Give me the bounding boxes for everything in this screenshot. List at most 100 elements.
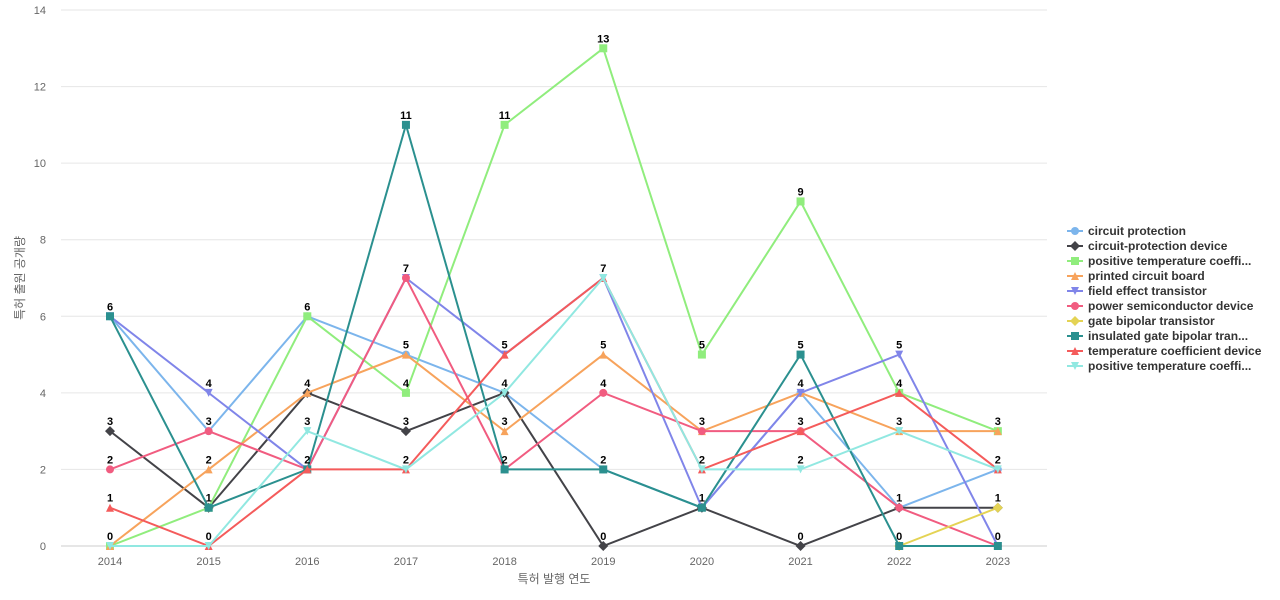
data-label: 5 (797, 340, 803, 352)
data-label: 0 (797, 531, 803, 543)
legend-label: printed circuit board (1088, 269, 1205, 283)
data-point (796, 350, 805, 359)
x-tick-label: 2015 (196, 556, 220, 568)
data-label: 4 (896, 378, 903, 390)
legend-item[interactable]: gate bipolar transistor (1067, 314, 1215, 328)
x-tick-label: 2020 (690, 556, 714, 568)
series-9 (106, 274, 1002, 550)
data-label: 1 (995, 493, 1001, 505)
data-label: 4 (206, 378, 213, 390)
x-axis-title: 특허 발행 연도 (518, 571, 591, 586)
data-label: 7 (403, 263, 409, 275)
legend-label: circuit protection (1088, 224, 1186, 238)
x-tick-label: 2016 (295, 556, 319, 568)
data-point (401, 120, 410, 129)
x-tick-label: 2014 (98, 556, 122, 568)
data-point (204, 503, 213, 512)
legend-marker (1071, 332, 1079, 340)
y-axis-title: 특허 출원 공개량 (13, 236, 27, 320)
data-point (204, 427, 213, 436)
data-label: 4 (600, 378, 607, 390)
legend-marker (1071, 347, 1079, 355)
y-tick-label: 2 (40, 464, 46, 476)
data-label: 5 (403, 340, 409, 352)
data-point (500, 120, 509, 129)
data-label: 2 (995, 454, 1001, 466)
data-label: 2 (600, 454, 606, 466)
data-label: 13 (597, 33, 609, 45)
data-label: 5 (699, 340, 705, 352)
data-label: 2 (699, 454, 705, 466)
legend-label: temperature coefficient device (1088, 344, 1262, 358)
data-label: 0 (206, 531, 212, 543)
data-point (500, 388, 509, 397)
data-label: 1 (206, 493, 212, 505)
legend-label: positive temperature coeffi... (1088, 359, 1251, 373)
data-point (599, 44, 608, 53)
data-point (599, 274, 608, 282)
y-tick-label: 4 (40, 388, 46, 400)
y-axis-ticks: 0 2 4 6 8 10 12 14 (34, 5, 46, 553)
data-label: 9 (797, 186, 803, 198)
legend-marker (1071, 272, 1079, 280)
legend-item[interactable]: printed circuit board (1067, 269, 1205, 283)
data-point (895, 503, 904, 512)
data-point (401, 274, 410, 282)
data-label: 7 (600, 263, 606, 275)
data-label: 4 (304, 378, 311, 390)
data-label: 5 (600, 340, 606, 352)
data-label: 2 (797, 454, 803, 466)
legend-item[interactable]: circuit-protection device (1067, 239, 1228, 253)
data-point (401, 465, 410, 474)
series-line (110, 276, 999, 547)
data-point (993, 427, 1002, 436)
legend-marker (1070, 241, 1080, 251)
data-label: 1 (699, 493, 705, 505)
data-point (105, 426, 115, 437)
data-label: 0 (107, 531, 113, 543)
legend-marker (1071, 227, 1079, 235)
data-point (204, 465, 213, 474)
data-point (500, 427, 509, 436)
data-point (401, 350, 410, 359)
series-line (898, 506, 999, 547)
legend-item[interactable]: field effect transistor (1067, 284, 1207, 298)
legend-item[interactable]: circuit protection (1067, 224, 1186, 238)
series-group (105, 44, 1003, 551)
data-point (697, 503, 706, 512)
data-point (204, 542, 213, 550)
data-label: 11 (499, 110, 511, 122)
legend-label: field effect transistor (1088, 284, 1207, 298)
x-tick-label: 2017 (394, 556, 418, 568)
data-point (697, 465, 706, 474)
data-point (401, 388, 410, 397)
data-label: 2 (206, 454, 212, 466)
legend-item[interactable]: insulated gate bipolar tran... (1067, 329, 1248, 343)
data-label: 4 (403, 378, 410, 390)
legend-label: power semiconductor device (1088, 299, 1254, 313)
data-label: 3 (699, 416, 705, 428)
data-label: 3 (107, 416, 113, 428)
x-tick-label: 2018 (492, 556, 516, 568)
data-label: 2 (403, 454, 409, 466)
x-tick-label: 2022 (887, 556, 911, 568)
data-point (400, 426, 411, 437)
legend-item[interactable]: positive temperature coeffi... (1067, 359, 1251, 373)
legend-item[interactable]: positive temperature coeffi... (1067, 254, 1251, 268)
legend-label: insulated gate bipolar tran... (1088, 329, 1248, 343)
legend-label: gate bipolar transistor (1088, 314, 1215, 328)
data-point (796, 465, 805, 474)
data-point (895, 350, 904, 359)
legend-item[interactable]: power semiconductor device (1067, 299, 1254, 313)
data-label: 2 (502, 454, 508, 466)
data-label-group: 6321043210643211754321154321375420532195… (107, 33, 1001, 543)
legend-item[interactable]: temperature coefficient device (1067, 344, 1262, 358)
data-label: 6 (107, 301, 113, 313)
data-point (204, 388, 213, 397)
data-point (106, 503, 114, 512)
data-point (895, 427, 904, 436)
data-point (303, 388, 312, 397)
data-point (796, 388, 805, 397)
data-label: 0 (896, 531, 902, 543)
